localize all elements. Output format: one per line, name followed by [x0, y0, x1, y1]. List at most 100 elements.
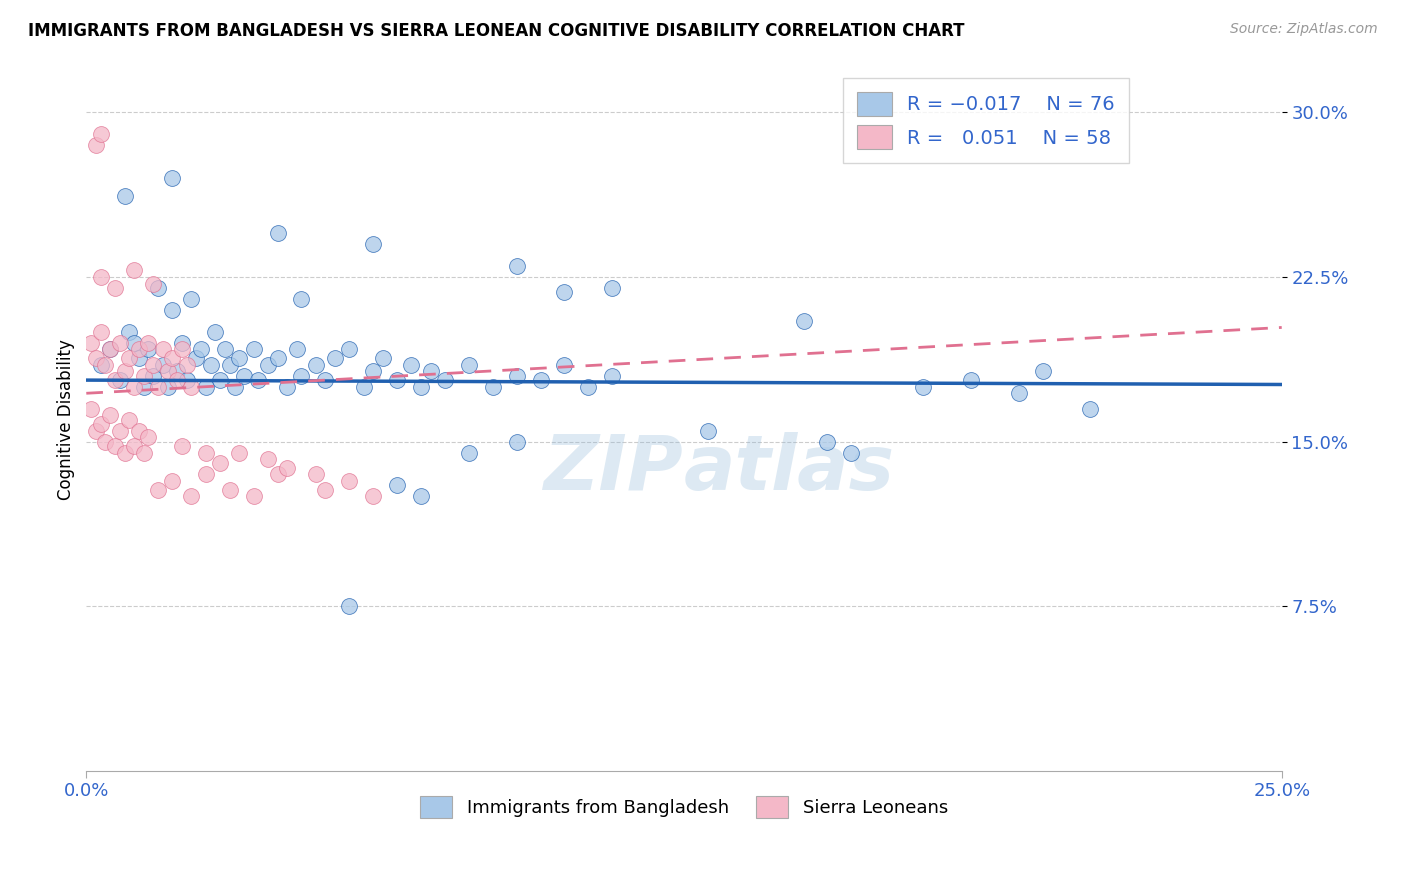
Point: [90, 325, 112, 339]
Point: [90, 128, 112, 142]
Point: [419, 364, 441, 378]
Point: [266, 351, 288, 366]
Point: [841, 445, 863, 459]
Point: [84, 351, 107, 366]
Point: [505, 434, 527, 449]
Point: [290, 292, 312, 306]
Point: [98, 343, 121, 357]
Point: [128, 424, 150, 438]
Point: [553, 358, 575, 372]
Point: [553, 285, 575, 300]
Point: [162, 171, 184, 186]
Point: [138, 430, 160, 444]
Point: [90, 270, 112, 285]
Point: [529, 373, 551, 387]
Point: [218, 358, 240, 372]
Point: [305, 467, 328, 482]
Point: [323, 351, 346, 366]
Point: [104, 373, 127, 387]
Point: [170, 335, 193, 350]
Point: [505, 259, 527, 273]
Point: [481, 380, 503, 394]
Point: [960, 373, 983, 387]
Point: [84, 424, 107, 438]
Point: [257, 452, 280, 467]
Point: [194, 445, 217, 459]
Point: [104, 281, 127, 295]
Point: [90, 417, 112, 431]
Point: [176, 373, 198, 387]
Point: [276, 380, 298, 394]
Point: [162, 302, 184, 317]
Point: [108, 373, 131, 387]
Point: [1080, 401, 1102, 416]
Point: [142, 368, 165, 383]
Point: [696, 424, 718, 438]
Point: [1008, 386, 1031, 401]
Point: [132, 445, 155, 459]
Point: [80, 335, 103, 350]
Point: [194, 380, 217, 394]
Point: [266, 226, 288, 240]
Point: [122, 335, 145, 350]
Point: [90, 358, 112, 372]
Point: [290, 368, 312, 383]
Point: [266, 467, 288, 482]
Text: ZIP: ZIP: [544, 432, 683, 506]
Point: [257, 358, 280, 372]
Point: [401, 358, 423, 372]
Point: [146, 483, 169, 497]
Y-axis label: Cognitive Disability: Cognitive Disability: [58, 339, 75, 500]
Point: [166, 364, 188, 378]
Point: [142, 277, 165, 291]
Point: [433, 373, 456, 387]
Point: [371, 351, 394, 366]
Point: [224, 380, 246, 394]
Point: [146, 380, 169, 394]
Point: [218, 483, 240, 497]
Legend: Immigrants from Bangladesh, Sierra Leoneans: Immigrants from Bangladesh, Sierra Leone…: [412, 789, 956, 825]
Point: [186, 351, 208, 366]
Point: [209, 373, 232, 387]
Point: [108, 424, 131, 438]
Point: [132, 380, 155, 394]
Point: [138, 343, 160, 357]
Point: [152, 343, 174, 357]
Point: [80, 401, 103, 416]
Point: [793, 314, 815, 328]
Point: [576, 380, 599, 394]
Point: [242, 343, 264, 357]
Point: [176, 358, 198, 372]
Point: [361, 237, 384, 252]
Point: [162, 474, 184, 488]
Point: [114, 188, 136, 202]
Point: [166, 373, 188, 387]
Point: [242, 490, 264, 504]
Point: [337, 474, 360, 488]
Point: [180, 490, 202, 504]
Point: [118, 412, 141, 426]
Point: [1032, 364, 1054, 378]
Point: [114, 445, 136, 459]
Point: [247, 373, 270, 387]
Point: [84, 138, 107, 153]
Point: [361, 364, 384, 378]
Point: [285, 343, 308, 357]
Point: [118, 325, 141, 339]
Point: [361, 490, 384, 504]
Point: [142, 358, 165, 372]
Point: [817, 434, 839, 449]
Point: [170, 439, 193, 453]
Point: [204, 325, 226, 339]
Point: [180, 380, 202, 394]
Point: [190, 343, 212, 357]
Point: [353, 380, 375, 394]
Text: atlas: atlas: [683, 432, 896, 506]
Point: [146, 281, 169, 295]
Point: [98, 343, 121, 357]
Point: [314, 373, 336, 387]
Point: [194, 467, 217, 482]
Point: [600, 281, 623, 295]
Point: [152, 358, 174, 372]
Point: [209, 457, 232, 471]
